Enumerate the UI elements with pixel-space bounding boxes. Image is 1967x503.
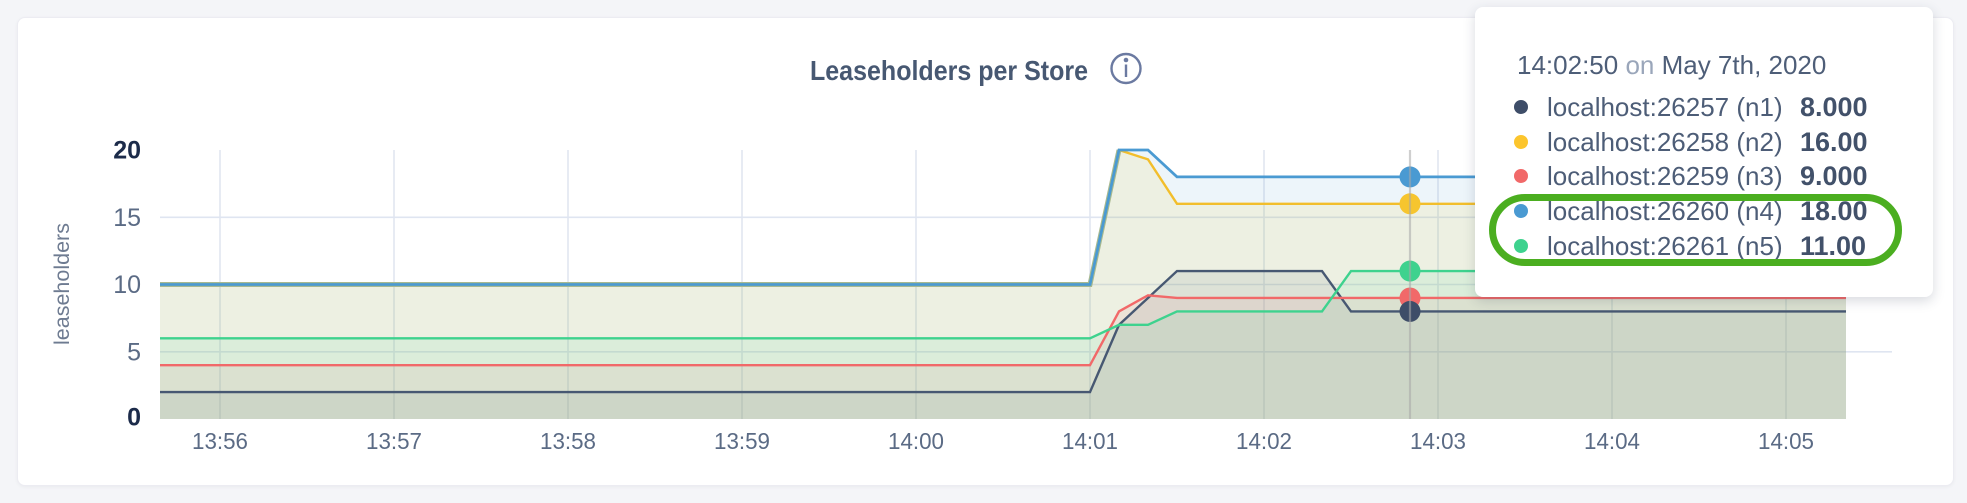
svg-text:15: 15 [113, 204, 141, 232]
svg-text:14:03: 14:03 [1410, 428, 1466, 454]
svg-text:14:04: 14:04 [1584, 428, 1640, 454]
svg-text:13:59: 13:59 [714, 428, 770, 454]
svg-text:14:05: 14:05 [1758, 428, 1814, 454]
svg-text:14:01: 14:01 [1062, 428, 1118, 454]
svg-text:13:56: 13:56 [192, 428, 248, 454]
svg-text:leaseholders: leaseholders [50, 223, 74, 345]
svg-text:13:57: 13:57 [366, 428, 422, 454]
svg-text:20: 20 [113, 137, 141, 165]
svg-text:14:02: 14:02 [1236, 428, 1292, 454]
svg-text:0: 0 [127, 404, 141, 432]
svg-text:5: 5 [127, 338, 141, 366]
svg-text:13:58: 13:58 [540, 428, 596, 454]
svg-text:10: 10 [113, 271, 141, 299]
svg-text:14:00: 14:00 [888, 428, 944, 454]
svg-text:Leaseholders per Store: Leaseholders per Store [810, 55, 1088, 86]
